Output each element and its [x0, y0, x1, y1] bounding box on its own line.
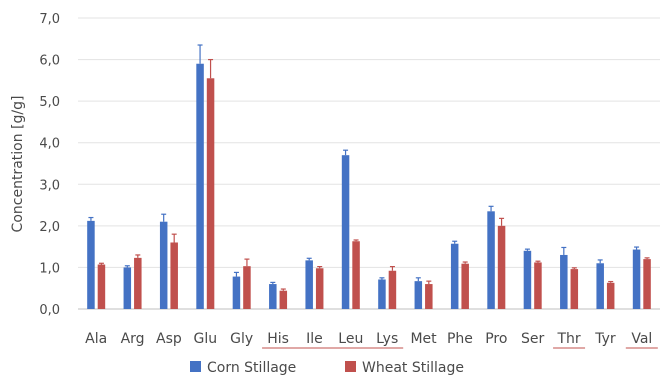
- x-category-label: Ile: [306, 331, 323, 347]
- legend-swatch: [345, 361, 356, 372]
- x-category-label: Gly: [230, 331, 253, 347]
- y-tick-label: 2,0: [39, 220, 60, 235]
- bar-corn-his: [269, 284, 277, 309]
- bar-corn-phe: [450, 243, 459, 309]
- bars: [87, 63, 651, 310]
- y-tick-label: 1,0: [39, 261, 60, 276]
- bar-wheat-gly: [243, 266, 251, 309]
- bar-corn-asp: [159, 221, 168, 309]
- bar-corn-pro: [487, 211, 495, 309]
- legend-label: Wheat Stillage: [362, 360, 464, 376]
- x-category-label: Val: [631, 331, 652, 347]
- error-bars: [88, 44, 650, 291]
- x-category-label: Tyr: [594, 331, 616, 347]
- y-tick-label: 4,0: [39, 137, 60, 152]
- bar-wheat-phe: [461, 263, 469, 309]
- bar-corn-ala: [87, 220, 95, 309]
- y-tick-label: 7,0: [39, 12, 60, 27]
- y-tick-label: 0,0: [39, 303, 60, 318]
- bar-wheat-ile: [315, 268, 324, 309]
- x-category-label: Phe: [447, 331, 473, 347]
- bar-corn-ser: [523, 250, 532, 309]
- bar-wheat-pro: [497, 225, 506, 309]
- bar-corn-gly: [232, 276, 241, 309]
- bar-corn-val: [632, 249, 641, 309]
- bar-corn-arg: [123, 267, 132, 309]
- x-category-label: Glu: [194, 331, 218, 347]
- bar-corn-lys: [378, 279, 386, 309]
- bar-corn-glu: [196, 63, 204, 309]
- bar-wheat-his: [279, 290, 288, 309]
- x-category-label: Leu: [338, 331, 363, 347]
- bar-wheat-leu: [352, 241, 360, 309]
- bar-wheat-ser: [534, 262, 542, 309]
- y-tick-label: 5,0: [39, 95, 60, 110]
- y-axis-title: Concentration [g/g]: [10, 96, 26, 233]
- x-category-label: His: [267, 331, 289, 347]
- bar-wheat-glu: [206, 78, 215, 310]
- bar-corn-met: [414, 281, 423, 309]
- bar-wheat-tyr: [606, 282, 615, 309]
- legend: Corn Stillage Wheat Stillage: [190, 360, 464, 376]
- y-tick-label: 3,0: [39, 178, 60, 193]
- x-category-label: Arg: [121, 331, 145, 347]
- x-category-label: Lys: [376, 331, 398, 347]
- y-tick-label: 6,0: [39, 54, 60, 69]
- y-axis-ticks: 0,0 1,0 2,0 3,0 4,0 5,0 6,0 7,0: [39, 12, 60, 318]
- bar-wheat-thr: [570, 269, 579, 309]
- bar-wheat-ala: [97, 264, 106, 309]
- bar-corn-tyr: [596, 263, 604, 309]
- x-category-label: Ala: [85, 331, 107, 347]
- x-category-label: Thr: [556, 331, 580, 347]
- bar-wheat-lys: [388, 270, 397, 309]
- bar-corn-ile: [305, 260, 313, 309]
- x-category-label: Asp: [156, 331, 182, 347]
- bar-wheat-val: [643, 259, 651, 309]
- bar-wheat-arg: [134, 257, 142, 309]
- bar-wheat-asp: [170, 242, 178, 309]
- x-category-label: Pro: [485, 331, 507, 347]
- bar-corn-thr: [560, 254, 568, 309]
- bar-wheat-met: [425, 284, 433, 309]
- x-category-label: Ser: [521, 331, 545, 347]
- legend-swatch: [190, 361, 201, 372]
- bar-corn-leu: [341, 155, 350, 309]
- x-axis-categories: Ala Arg Asp Glu Gly His Ile Leu Lys Met Phe Pro Ser T…: [85, 331, 658, 349]
- legend-label: Corn Stillage: [207, 360, 296, 376]
- x-category-label: Met: [410, 331, 437, 347]
